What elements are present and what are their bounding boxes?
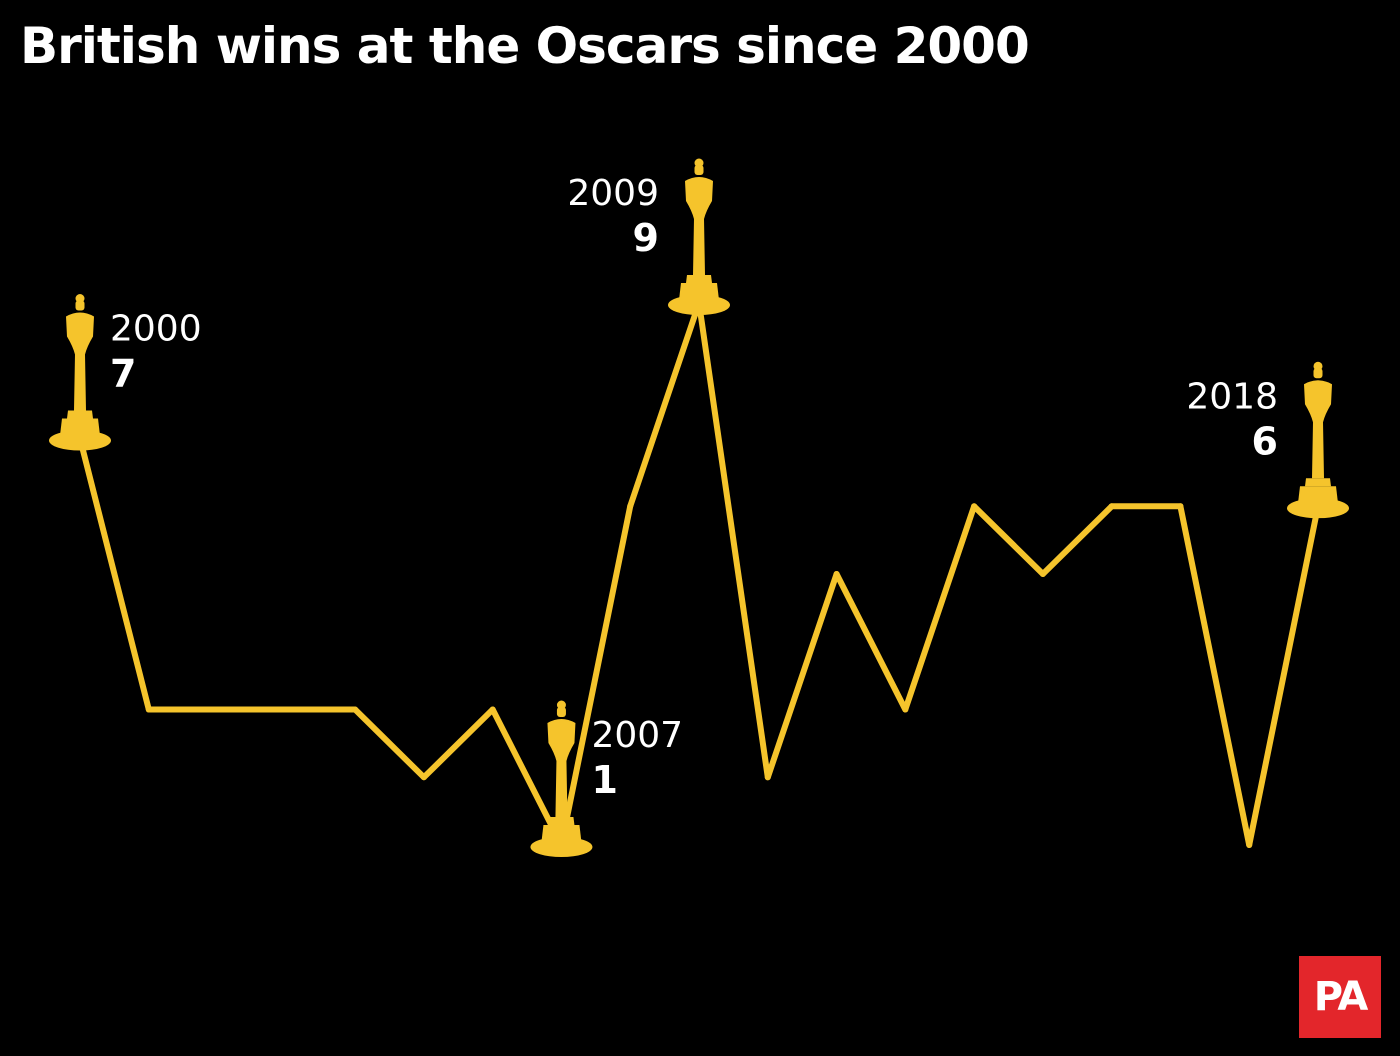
data-point-2006 <box>489 706 496 713</box>
year-label-2000: 2000 <box>110 309 202 350</box>
data-point-2004 <box>352 706 359 713</box>
oscar-statuette-icon <box>668 158 730 315</box>
value-label-2018: 6 <box>1252 419 1278 463</box>
data-point-2008 <box>627 503 634 510</box>
data-point-2005 <box>420 774 427 781</box>
series-line <box>77 300 1321 848</box>
data-point-2017 <box>1246 842 1253 848</box>
data-point-2003 <box>283 706 290 713</box>
data-point-2002 <box>214 706 221 713</box>
data-point-2015 <box>1108 503 1115 510</box>
data-point-2001 <box>145 706 152 713</box>
value-label-2007: 1 <box>591 758 617 802</box>
chart-title: British wins at the Oscars since 2000 <box>20 17 1030 75</box>
year-label-2018: 2018 <box>1186 376 1278 417</box>
value-label-2000: 7 <box>110 352 136 396</box>
value-label-2009: 9 <box>633 216 659 260</box>
data-point-2013 <box>971 503 978 510</box>
data-point-2010 <box>764 774 771 781</box>
data-point-2011 <box>833 571 840 577</box>
oscar-statuette-icon <box>1287 361 1349 519</box>
pa-logo: PA <box>1299 956 1381 1038</box>
data-point-2012 <box>902 706 909 713</box>
year-label-2007: 2007 <box>591 715 683 756</box>
data-point-2016 <box>1177 503 1184 510</box>
year-label-2009: 2009 <box>567 173 659 214</box>
data-point-2014 <box>1039 571 1046 577</box>
oscar-statuette-icon <box>49 294 111 451</box>
